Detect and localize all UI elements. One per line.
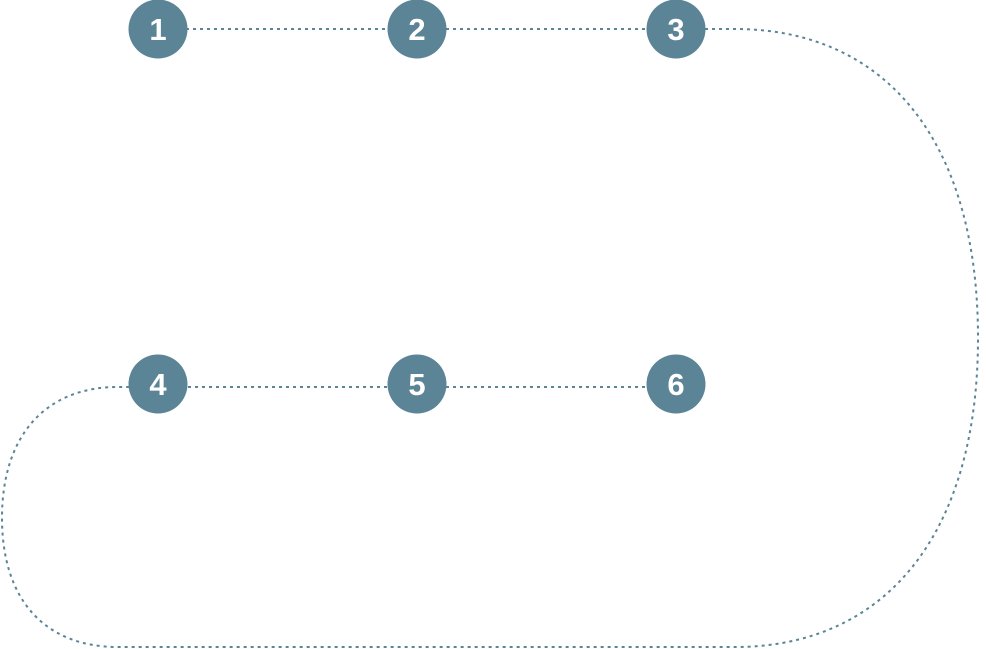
step-node-3: 3 (647, 0, 706, 59)
step-label: 4 (149, 367, 167, 402)
step-node-1: 1 (129, 0, 188, 59)
step-node-5: 5 (388, 355, 447, 414)
step-label: 3 (667, 12, 684, 47)
step-label: 5 (408, 367, 425, 402)
step-node-4: 4 (129, 355, 188, 414)
step-node-2: 2 (388, 0, 447, 59)
connectors (2, 29, 978, 647)
connector-3-4 (2, 29, 978, 647)
step-label: 6 (667, 367, 684, 402)
step-label: 1 (149, 12, 166, 47)
step-label: 2 (408, 12, 425, 47)
step-node-6: 6 (647, 355, 706, 414)
